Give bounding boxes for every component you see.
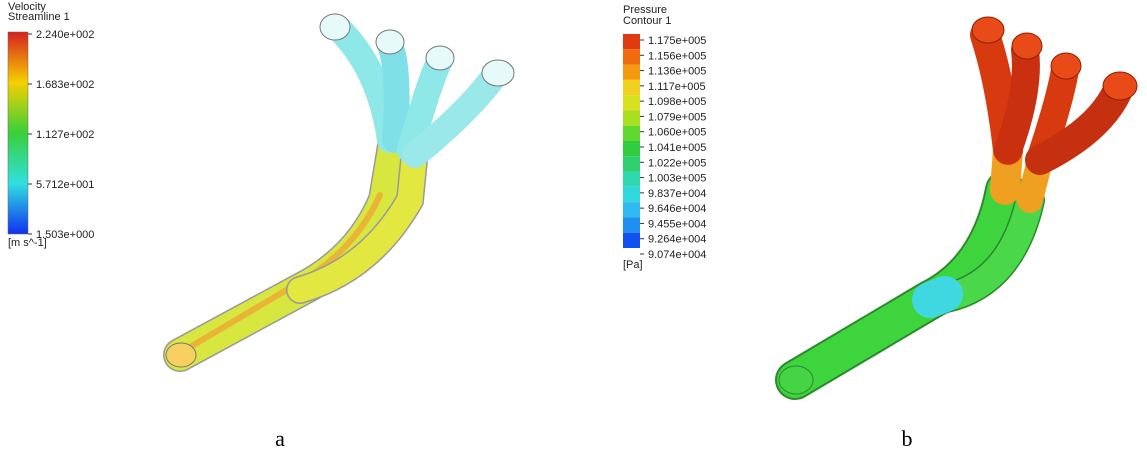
tick-label: 2.240e+002 [36,29,94,41]
tick-label: 1.683e+002 [36,79,94,91]
tick-label: 1.022e+005 [648,157,706,169]
tick-label: 9.264e+004 [648,234,706,246]
legend-title: Pressure [623,4,667,16]
tick-label: 5.712e+001 [36,179,94,191]
tick-label: 1.503e+000 [36,229,94,241]
panel-label: b [902,426,913,450]
colorbar-band [623,79,640,96]
tick-label: 1.003e+005 [648,173,706,185]
colorbar-band [623,141,640,157]
legend-title: Velocity [8,1,46,13]
tick-label: 1.136e+005 [648,66,706,78]
colorbar-band [623,49,640,65]
streamline-render [163,13,515,372]
colorbar-band [623,34,640,50]
legend-subtitle: Streamline 1 [8,11,70,23]
colorbar-band [623,156,640,172]
legend-unit: [m s^-1] [8,237,47,249]
colorbar-band [623,110,640,126]
tick-label: 1.175e+005 [648,35,706,47]
tick-label: 9.455e+004 [648,218,706,230]
colorbar-band [623,64,640,80]
tick-label: 1.079e+005 [648,111,706,123]
tick-label: 9.837e+004 [648,188,706,200]
colorbar-band [623,232,640,248]
pressure-render [775,16,1138,400]
tick-label: 1.060e+005 [648,127,706,139]
colorbar-band [623,95,640,111]
tick-label: 1.156e+005 [648,50,706,62]
legend-subtitle: Contour 1 [623,15,671,27]
colorbar-band [623,217,640,233]
tick-label: 9.074e+004 [648,249,706,261]
colorbar [7,31,29,235]
colorbar-band [623,125,640,141]
panel-label: a [275,426,285,450]
tick-label: 9.646e+004 [648,203,706,215]
tick-label: 1.127e+002 [36,129,94,141]
tick-label: 1.041e+005 [648,142,706,154]
colorbar-band [623,202,640,218]
tick-label: 1.117e+005 [648,81,706,93]
legend-unit: [Pa] [623,259,643,271]
tick-label: 1.098e+005 [648,96,706,108]
colorbar-band [623,186,640,203]
colorbar-band [623,171,640,187]
